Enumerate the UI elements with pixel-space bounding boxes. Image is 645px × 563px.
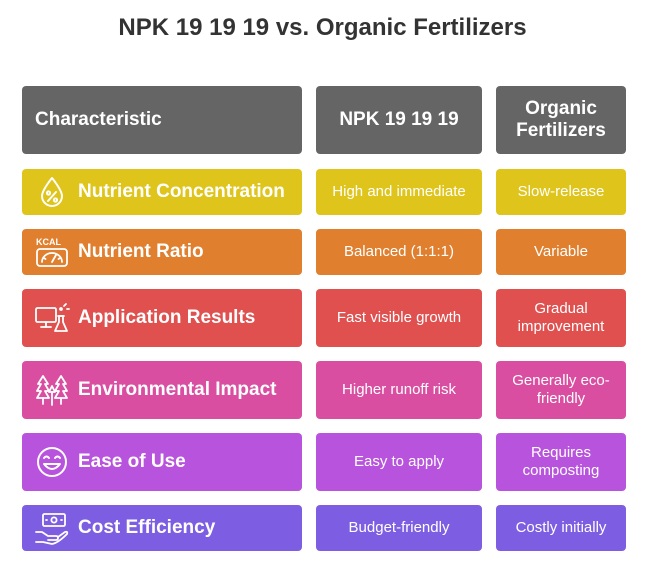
row-label: Application Results bbox=[78, 307, 256, 328]
row-organic-value: Costly initially bbox=[496, 505, 626, 551]
row-characteristic-application-results: Application Results bbox=[22, 289, 302, 347]
header-organic: Organic Fertilizers bbox=[496, 86, 626, 154]
header-characteristic: Characteristic bbox=[22, 86, 302, 154]
row-npk-value: Balanced (1:1:1) bbox=[316, 229, 482, 275]
row-npk-value: Easy to apply bbox=[316, 433, 482, 491]
header-npk: NPK 19 19 19 bbox=[316, 86, 482, 154]
row-organic-value: Gradual improvement bbox=[496, 289, 626, 347]
row-organic-value: Slow-release bbox=[496, 169, 626, 215]
row-label: Ease of Use bbox=[78, 451, 186, 472]
row-organic-value: Requires composting bbox=[496, 433, 626, 491]
row-characteristic-cost-efficiency: Cost Efficiency bbox=[22, 505, 302, 551]
computer-flask-icon bbox=[34, 300, 70, 336]
svg-text:KCAL: KCAL bbox=[36, 237, 61, 247]
page-title: NPK 19 19 19 vs. Organic Fertilizers bbox=[118, 14, 527, 41]
row-organic-value: Variable bbox=[496, 229, 626, 275]
row-npk-value: High and immediate bbox=[316, 169, 482, 215]
hand-money-icon bbox=[34, 510, 70, 546]
nutrient-drop-percent-icon bbox=[34, 174, 70, 210]
row-npk-value: Fast visible growth bbox=[316, 289, 482, 347]
row-label: Environmental Impact bbox=[78, 379, 277, 400]
row-characteristic-nutrient-concentration: Nutrient Concentration bbox=[22, 169, 302, 215]
trees-icon bbox=[34, 372, 70, 408]
row-npk-value: Budget-friendly bbox=[316, 505, 482, 551]
row-organic-value: Generally eco-friendly bbox=[496, 361, 626, 419]
smiley-face-icon bbox=[34, 444, 70, 480]
row-characteristic-environmental-impact: Environmental Impact bbox=[22, 361, 302, 419]
row-npk-value: Higher runoff risk bbox=[316, 361, 482, 419]
row-label: Nutrient Ratio bbox=[78, 241, 204, 262]
row-characteristic-nutrient-ratio: KCAL Nutrient Ratio bbox=[22, 229, 302, 275]
row-label: Nutrient Concentration bbox=[78, 181, 285, 202]
row-characteristic-ease-of-use: Ease of Use bbox=[22, 433, 302, 491]
kcal-scale-icon: KCAL bbox=[34, 234, 70, 270]
row-label: Cost Efficiency bbox=[78, 517, 216, 538]
